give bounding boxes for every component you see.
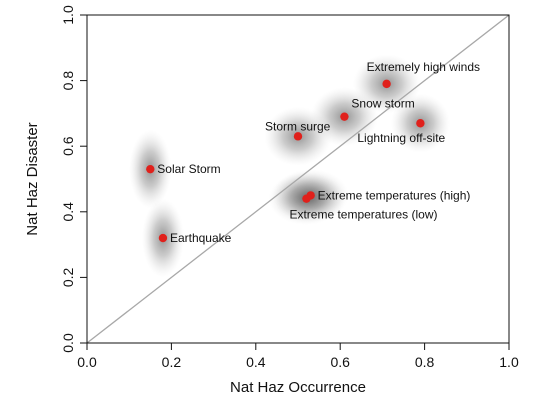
y-tick-label: 0.2 bbox=[60, 267, 76, 287]
x-axis: 0.0 0.2 0.4 0.6 0.8 1.0 bbox=[77, 343, 519, 370]
data-points bbox=[146, 79, 425, 243]
data-point bbox=[302, 194, 311, 203]
point-label: Extreme temperatures (high) bbox=[318, 188, 471, 202]
x-tick-label: 1.0 bbox=[499, 354, 519, 370]
data-point bbox=[382, 79, 391, 89]
data-point bbox=[340, 112, 349, 121]
point-label: Lightning off-site bbox=[357, 131, 445, 145]
point-label: Storm surge bbox=[265, 119, 331, 133]
point-label: Solar Storm bbox=[157, 162, 220, 176]
data-point bbox=[416, 119, 425, 128]
x-tick-label: 0.6 bbox=[330, 354, 350, 370]
y-tick-label: 0.8 bbox=[60, 71, 76, 91]
plot-frame bbox=[86, 14, 510, 344]
y-axis: 0.0 0.2 0.4 0.6 0.8 1.0 bbox=[60, 5, 87, 353]
y-tick-label: 1.0 bbox=[60, 5, 76, 25]
data-point bbox=[293, 132, 303, 141]
y-tick-label: 0.0 bbox=[60, 333, 76, 353]
data-point bbox=[158, 233, 168, 243]
x-tick-label: 0.0 bbox=[77, 354, 97, 370]
x-axis-title: Nat Haz Occurrence bbox=[230, 379, 366, 396]
reference-diagonal bbox=[86, 14, 510, 344]
point-label: Extreme temperatures (low) bbox=[289, 208, 437, 222]
point-label: Extremely high winds bbox=[367, 60, 480, 74]
x-tick-label: 0.2 bbox=[162, 354, 182, 370]
y-axis-title: Nat Haz Disaster bbox=[24, 122, 41, 235]
x-tick-label: 0.8 bbox=[415, 354, 435, 370]
point-labels: Solar Storm Earthquake Storm surge Snow sto… bbox=[157, 60, 480, 245]
point-label: Earthquake bbox=[170, 231, 232, 245]
point-label: Snow storm bbox=[351, 97, 414, 111]
x-tick-label: 0.4 bbox=[246, 354, 266, 370]
y-tick-label: 0.6 bbox=[60, 136, 76, 156]
y-tick-label: 0.4 bbox=[60, 202, 76, 222]
data-point bbox=[146, 164, 155, 174]
